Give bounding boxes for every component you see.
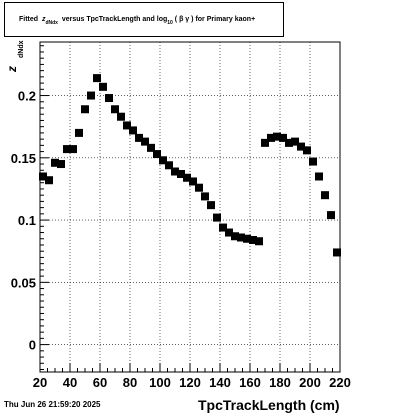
data-point (159, 156, 167, 165)
data-point (183, 173, 191, 182)
data-point (219, 223, 227, 232)
x-tick-label: 200 (299, 375, 321, 390)
grid-lines (39, 42, 341, 372)
data-point (153, 150, 161, 159)
data-point (273, 132, 281, 141)
x-tick-label: 60 (93, 375, 107, 390)
data-point (177, 170, 185, 178)
data-point (321, 191, 329, 200)
y-axis-label-subscript: dNdx (18, 40, 25, 58)
x-tick-label: 220 (329, 375, 351, 390)
data-point (243, 234, 251, 243)
x-tick-label: 40 (63, 375, 77, 390)
title-paren-open: ( (174, 16, 178, 23)
data-point (285, 138, 293, 147)
x-tick-label: 140 (209, 375, 231, 390)
x-tick-label: 100 (149, 375, 171, 390)
data-point (201, 192, 209, 201)
data-point (141, 137, 149, 146)
data-point (309, 157, 317, 166)
data-point (327, 211, 335, 220)
data-point (81, 105, 89, 114)
x-tick-label: 80 (123, 375, 137, 390)
data-point (135, 133, 143, 142)
x-axis-label: TpcTrackLength (cm) (198, 397, 340, 413)
data-point (225, 228, 233, 237)
data-point (105, 94, 113, 103)
data-point (87, 91, 95, 100)
data-point (123, 121, 131, 130)
x-tick-label: 180 (269, 375, 291, 390)
data-point (147, 143, 155, 152)
y-tick-label: 0.15 (11, 151, 36, 166)
data-point (231, 232, 239, 241)
data-point (291, 137, 299, 146)
title-paren-close: ) (191, 16, 194, 23)
data-point (189, 177, 197, 186)
title-log-subscript: 10 (167, 19, 173, 26)
x-tick-label: 160 (239, 375, 261, 390)
y-tick-label: 0.2 (18, 89, 36, 104)
y-tick-label: 0.05 (11, 275, 36, 290)
data-point (99, 82, 107, 91)
title-z-subscript: dNdx (45, 19, 58, 26)
timestamp: Thu Jun 26 21:59:20 2025 (4, 400, 101, 409)
y-axis: 0 0.05 0.1 0.15 0.2 (11, 45, 49, 371)
title-z-symbol: z (41, 16, 46, 23)
data-point (249, 236, 257, 244)
data-point (237, 233, 245, 242)
data-point (297, 142, 305, 151)
y-axis-label: z (5, 66, 19, 73)
data-point (195, 183, 203, 192)
data-point (207, 201, 215, 210)
data-point (171, 167, 179, 176)
data-point (333, 248, 341, 257)
data-point (63, 145, 71, 154)
x-tick-label: 20 (33, 375, 47, 390)
title-middle: versus TpcTrackLength and log (61, 16, 168, 23)
x-axis: 20 40 60 80 100 120 140 160 180 200 220 (33, 363, 351, 390)
data-point (165, 161, 173, 170)
data-point (129, 126, 137, 135)
data-point (111, 105, 119, 114)
data-point (267, 133, 275, 142)
data-point (57, 160, 65, 169)
data-point (255, 237, 263, 246)
data-point (39, 172, 47, 181)
y-tick-label: 0.1 (18, 213, 36, 228)
data-point (213, 213, 221, 222)
data-points (39, 74, 341, 257)
title-suffix: for Primary kaon+ (195, 16, 256, 23)
title-prefix: Fitted (19, 16, 39, 23)
data-point (279, 133, 287, 142)
data-point (315, 172, 323, 181)
data-point (45, 176, 53, 185)
x-tick-label: 120 (179, 375, 201, 390)
chart-title-box: Fitted z dNdx versus TpcTrackLength and … (4, 2, 284, 37)
data-point (303, 146, 311, 155)
data-point (261, 138, 269, 147)
data-point (51, 158, 59, 167)
y-tick-label: 0 (29, 338, 36, 353)
data-point (117, 112, 125, 121)
data-point (69, 145, 77, 154)
title-beta-gamma: β γ (179, 16, 190, 23)
data-point (93, 74, 101, 83)
data-point (75, 128, 83, 137)
